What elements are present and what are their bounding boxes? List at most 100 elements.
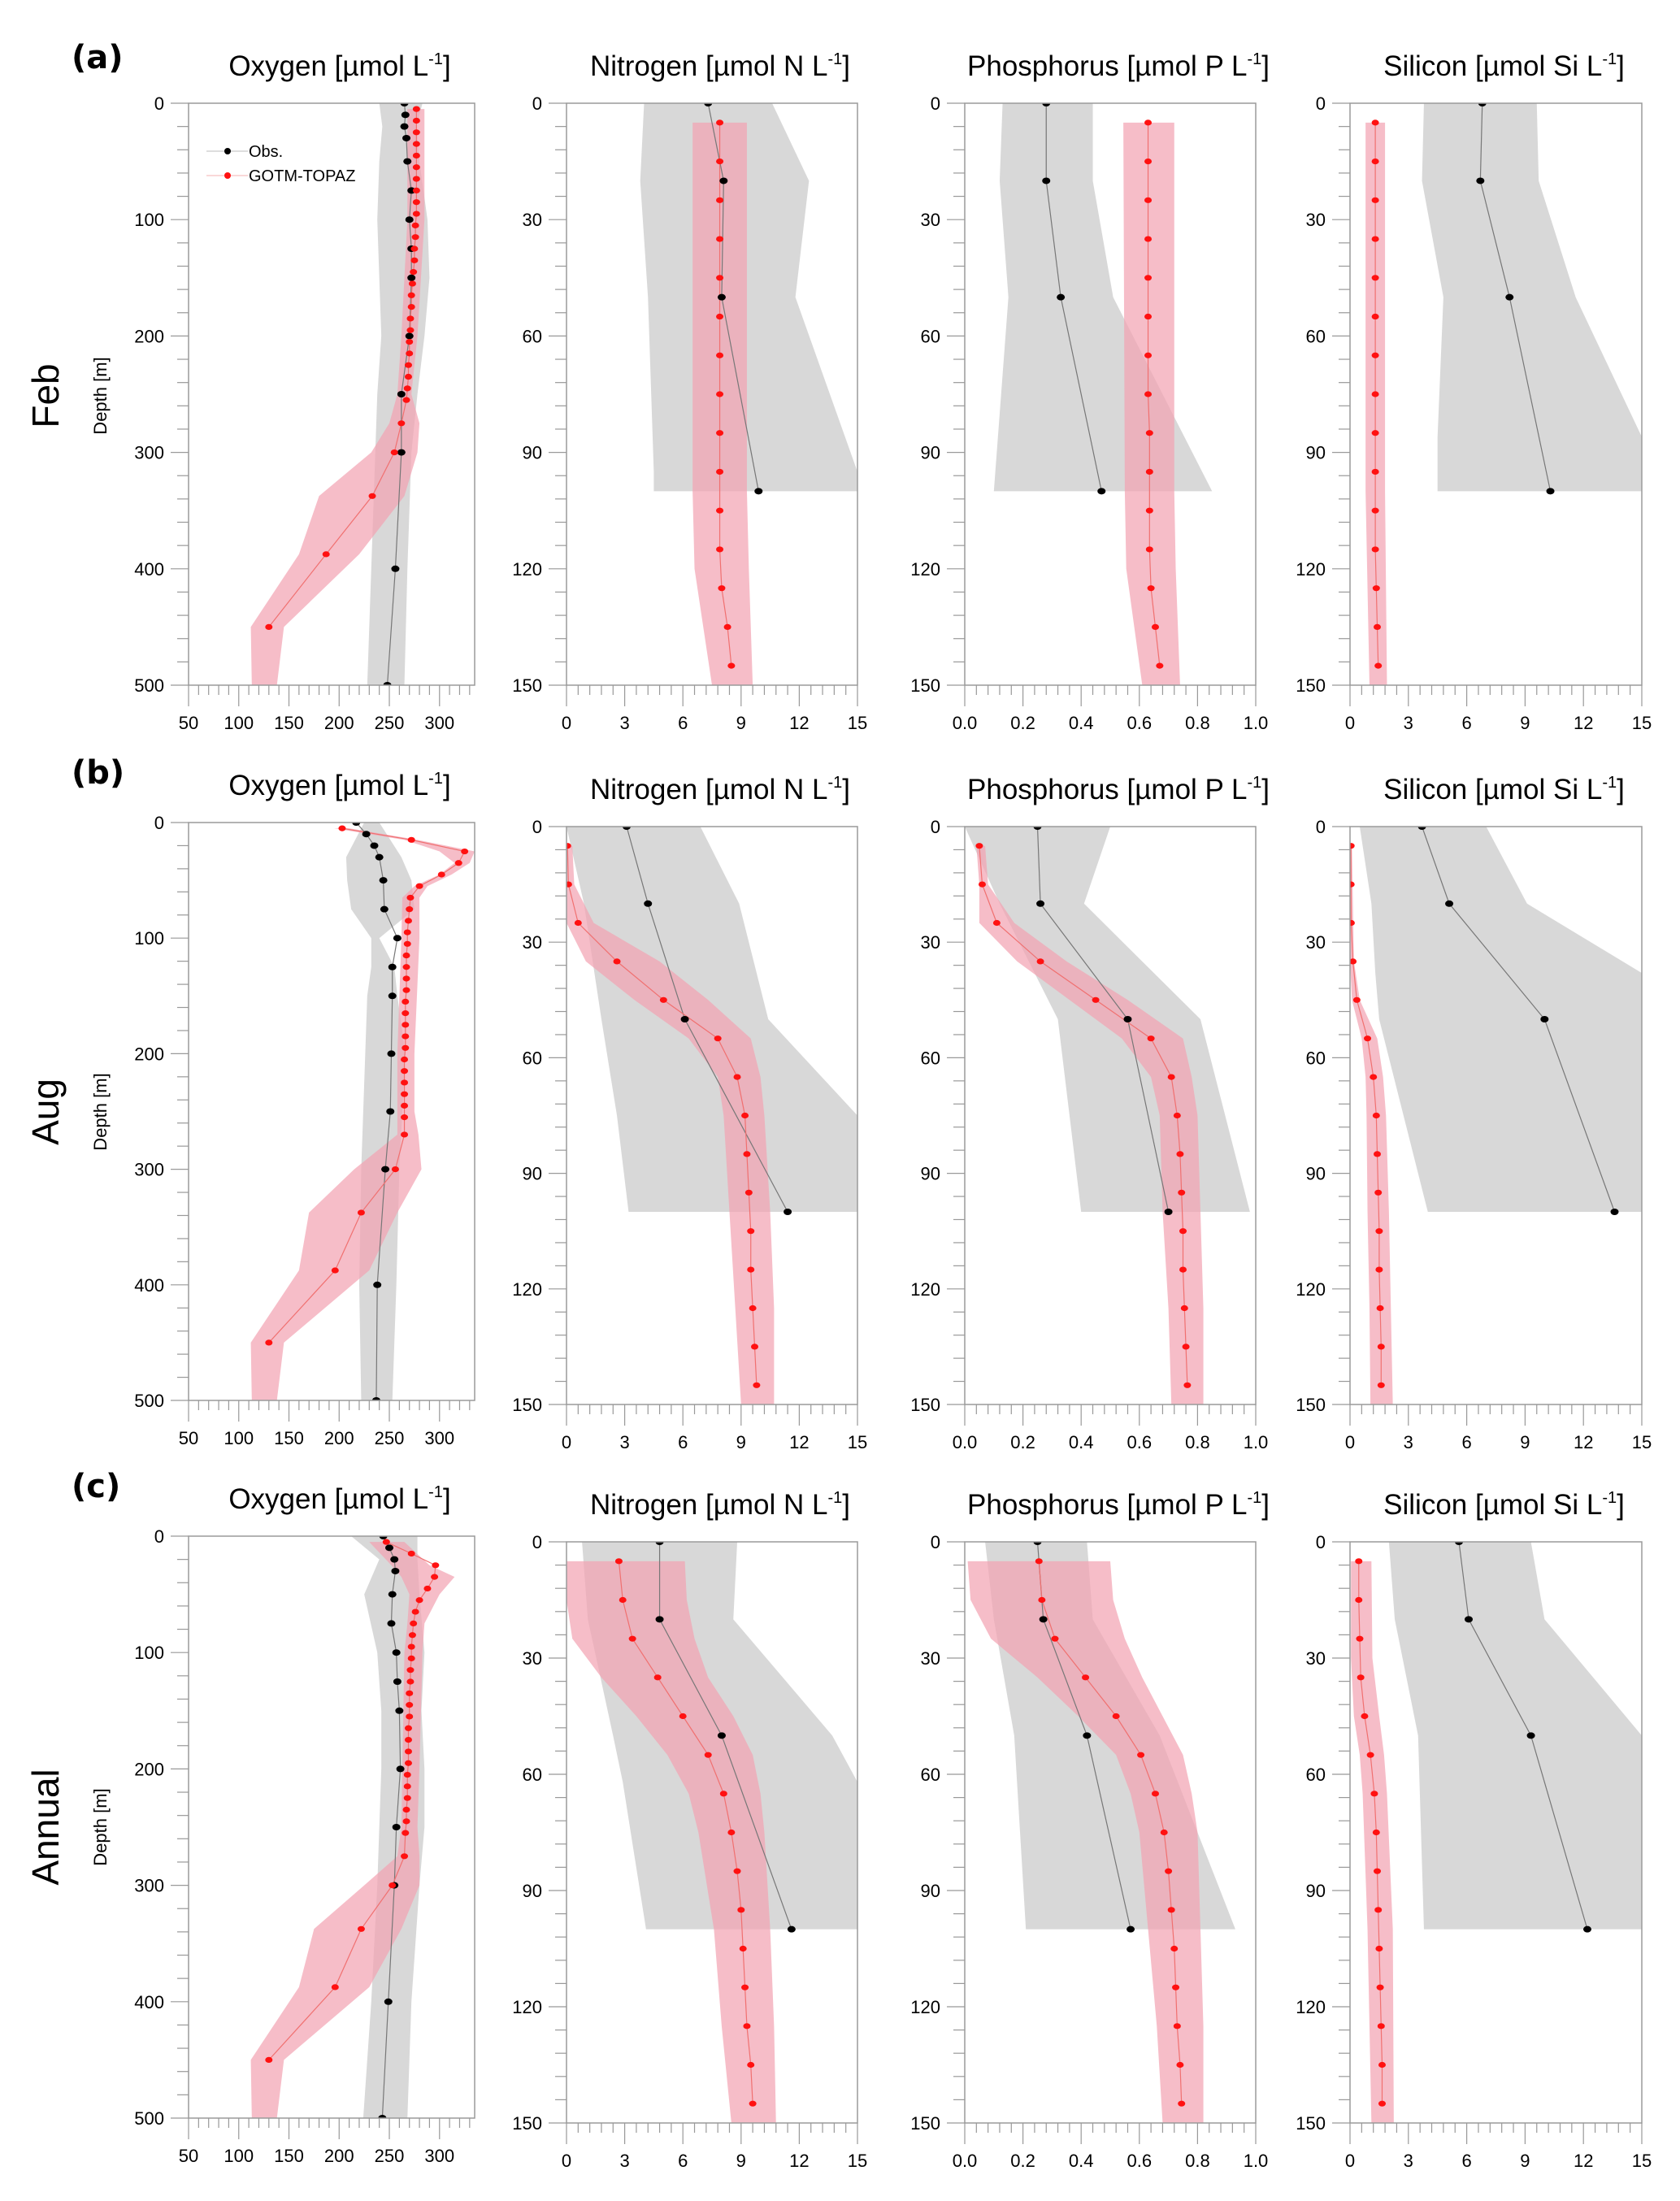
model-uncertainty-band [1365, 122, 1387, 685]
y-tick-label: 30 [523, 932, 542, 953]
obs-point [1033, 827, 1042, 830]
x-tick-label: 300 [424, 713, 454, 733]
obs-point [381, 1166, 390, 1173]
x-tick-label: 12 [1574, 1432, 1593, 1452]
x-tick-label: 12 [789, 713, 809, 733]
model-point [1374, 1189, 1383, 1196]
model-point [410, 269, 418, 276]
panel-aug-silicon: Silicon [µmol Si L-1] 0 30 60 90 120 150 0 3 6 9 12… [1296, 774, 1652, 1452]
panel-frame [566, 826, 858, 1405]
model-point [412, 117, 420, 124]
x-tick-label: 9 [1520, 1432, 1530, 1452]
panel-plot-area [967, 1542, 1235, 2123]
model-point [719, 1791, 727, 1797]
y-tick-label: 0 [1316, 1532, 1326, 1552]
model-point [404, 1725, 412, 1731]
model-point [412, 187, 420, 193]
model-point [716, 236, 724, 242]
model-point [406, 1713, 414, 1720]
model-point [331, 1984, 339, 1990]
model-point [716, 158, 724, 165]
obs-point [1036, 900, 1045, 907]
y-tick-label: 90 [921, 1881, 940, 1901]
model-point [613, 958, 621, 965]
model-point [992, 919, 1001, 927]
x-tick-label: 0 [1345, 713, 1355, 733]
model-point [1145, 546, 1153, 553]
y-tick-label: 120 [512, 1997, 542, 2017]
model-point [1371, 507, 1379, 514]
model-point [1371, 197, 1379, 203]
x-tick-label: 15 [848, 1432, 867, 1452]
model-point [406, 894, 415, 901]
model-point [1092, 996, 1100, 1003]
row-label-b: (b) [72, 754, 124, 792]
x-tick-label: 0.8 [1185, 713, 1210, 733]
model-point [1144, 352, 1153, 358]
x-tick-label: 100 [224, 713, 254, 733]
obs-uncertainty-band [993, 103, 1213, 492]
x-tick-label: 50 [179, 2146, 198, 2166]
legend: Obs. GOTM-TOPAZ [206, 143, 355, 185]
model-uncertainty-band [976, 845, 1204, 1404]
model-point [1173, 2023, 1181, 2030]
x-tick-label: 3 [619, 2151, 629, 2171]
model-point [1371, 119, 1379, 126]
model-point [1147, 1035, 1155, 1042]
model-point [749, 2100, 757, 2107]
x-tick-label: 0.8 [1185, 1432, 1210, 1452]
model-point [1137, 1752, 1145, 1758]
obs-point [717, 1732, 726, 1739]
y-tick-label: 0 [931, 817, 940, 837]
y-tick-label: 100 [134, 1643, 164, 1663]
x-tick-label: 6 [678, 1432, 688, 1452]
model-point [1160, 1829, 1168, 1836]
x-tick-label: 200 [324, 713, 354, 733]
model-uncertainty-band [1351, 1561, 1394, 2123]
model-point [403, 385, 411, 392]
x-tick-label: 1.0 [1244, 2151, 1269, 2171]
y-tick-label: 120 [910, 1997, 940, 2017]
model-point [402, 1806, 410, 1813]
model-point [461, 848, 469, 855]
model-point [403, 1771, 411, 1778]
y-tick-label: 120 [1296, 1279, 1326, 1300]
obs-point [391, 1567, 400, 1574]
model-point [357, 1925, 365, 1932]
obs-point [704, 103, 713, 106]
model-point [747, 1266, 755, 1273]
model-point [402, 1033, 410, 1040]
y-tick-label: 120 [1296, 559, 1326, 580]
model-point [1144, 197, 1153, 203]
x-tick-label: 9 [1520, 2151, 1530, 2171]
y-tick-label: 120 [1296, 1997, 1326, 2017]
model-point [1371, 430, 1379, 436]
model-point [407, 1655, 415, 1661]
model-point [1374, 1907, 1383, 1913]
y-tick-label: 60 [921, 1048, 940, 1068]
obs-point [371, 1397, 380, 1400]
obs-point [1476, 177, 1485, 185]
panel-plot-area [1351, 1542, 1642, 2123]
model-point [747, 1228, 755, 1235]
obs-point [1505, 293, 1514, 301]
model-point [1165, 1868, 1173, 1874]
model-point [1145, 430, 1153, 436]
model-point [1180, 1305, 1188, 1312]
obs-point [403, 158, 412, 165]
model-point [412, 141, 420, 147]
obs-point [1042, 103, 1051, 106]
model-point [401, 1091, 409, 1097]
model-point [404, 362, 412, 368]
y-tick-label: 90 [1306, 1881, 1326, 1901]
model-point [1366, 1752, 1374, 1758]
model-point [1371, 468, 1379, 475]
model-point [1178, 1189, 1186, 1196]
model-point [1361, 1713, 1369, 1720]
model-point [1372, 585, 1380, 592]
model-point [1182, 1344, 1190, 1350]
model-point [1374, 1151, 1382, 1157]
model-point [402, 397, 410, 403]
model-point [404, 1748, 412, 1755]
panel-plot-area [1350, 827, 1642, 1404]
